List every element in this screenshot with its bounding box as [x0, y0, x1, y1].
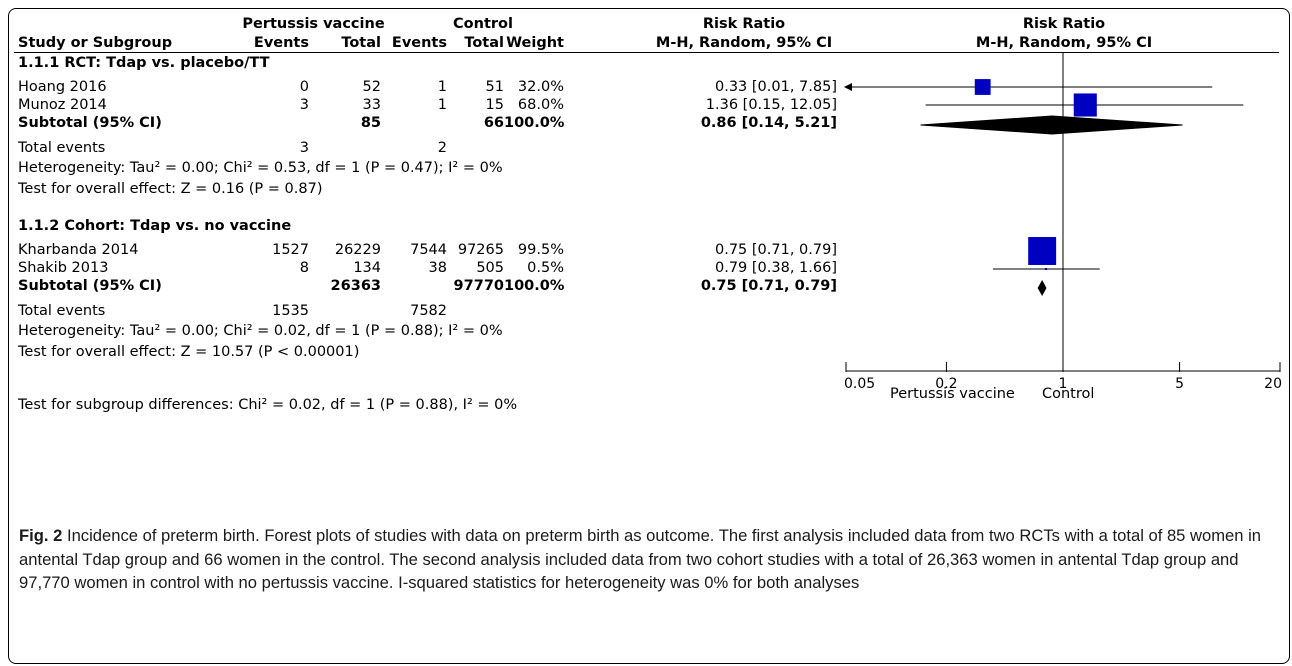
- weight: 68.0%: [517, 97, 564, 113]
- subtotal-label: Subtotal (95% CI): [18, 278, 162, 294]
- events1: 3: [299, 97, 309, 113]
- total2: 51: [485, 79, 504, 95]
- subtotal-weight: 100.0%: [504, 278, 565, 294]
- total1: 134: [353, 260, 381, 276]
- heterogeneity-text: Heterogeneity: Tau² = 0.00; Chi² = 0.53,…: [18, 160, 503, 176]
- col-total2: Total: [464, 35, 504, 51]
- subtotal-ci: 0.75 [0.71, 0.79]: [700, 278, 837, 294]
- total1: 33: [362, 97, 381, 113]
- heterogeneity-text: Heterogeneity: Tau² = 0.00; Chi² = 0.02,…: [18, 323, 503, 339]
- forest-plot-table: Pertussis vaccine Control Risk Ratio Ris…: [9, 9, 1289, 419]
- col-events1: Events: [253, 35, 309, 51]
- subtotal-total1: 26363: [330, 278, 381, 294]
- axis-label-left: Pertussis vaccine: [890, 386, 1015, 402]
- study-marker: [1028, 237, 1057, 265]
- total-events1: 3: [299, 140, 309, 156]
- col-events2: Events: [391, 35, 447, 51]
- events1: 0: [299, 79, 309, 95]
- subtotal-total2: 66: [483, 115, 504, 131]
- study-marker: [1044, 268, 1047, 270]
- total-events2: 2: [437, 140, 447, 156]
- header-rule: [14, 52, 1279, 53]
- study-name: Kharbanda 2014: [18, 242, 139, 258]
- x-axis-tick-label: 5: [1175, 376, 1184, 392]
- rr-ci: 1.36 [0.15, 12.05]: [705, 97, 837, 113]
- study-marker: [974, 79, 991, 95]
- col-method-plot: M-H, Random, 95% CI: [975, 35, 1153, 51]
- subgroup-title: 1.1.2 Cohort: Tdap vs. no vaccine: [18, 218, 292, 234]
- events2: 7544: [410, 242, 447, 258]
- weight: 99.5%: [517, 242, 564, 258]
- total-events-label: Total events: [18, 303, 106, 319]
- events2: 1: [437, 79, 447, 95]
- subtotal-label: Subtotal (95% CI): [18, 115, 162, 131]
- subtotal-total1: 85: [360, 115, 381, 131]
- axis-label-right: Control: [1042, 386, 1095, 402]
- rr-ci: 0.79 [0.38, 1.66]: [715, 260, 837, 276]
- study-name: Shakib 2013: [18, 260, 109, 276]
- x-axis-tick-label: 1: [1059, 376, 1068, 392]
- study-name: Hoang 2016: [18, 79, 107, 95]
- rr-header-plot: Risk Ratio: [1022, 16, 1106, 32]
- subtotal-weight: 100.0%: [504, 115, 565, 131]
- events2: 1: [437, 97, 447, 113]
- group1-header: Pertussis vaccine: [242, 16, 385, 32]
- col-method: M-H, Random, 95% CI: [655, 35, 833, 51]
- total-events2: 7582: [410, 303, 447, 319]
- study-name: Munoz 2014: [18, 97, 107, 113]
- subtotal-ci: 0.86 [0.14, 5.21]: [700, 115, 837, 131]
- total1: 52: [362, 79, 381, 95]
- events1: 8: [299, 260, 309, 276]
- overall-effect-text: Test for overall effect: Z = 0.16 (P = 0…: [18, 181, 323, 197]
- col-study: Study or Subgroup: [18, 35, 173, 51]
- figure-caption: Fig. 2 Incidence of preterm birth. Fores…: [19, 524, 1277, 595]
- weight: 32.0%: [517, 79, 564, 95]
- total1: 26229: [334, 242, 381, 258]
- total2: 97265: [457, 242, 504, 258]
- col-total1: Total: [341, 35, 381, 51]
- rr-ci: 0.75 [0.71, 0.79]: [715, 242, 837, 258]
- subgroup-title: 1.1.1 RCT: Tdap vs. placebo/TT: [18, 55, 270, 71]
- overall-effect-text: Test for overall effect: Z = 10.57 (P < …: [18, 344, 360, 360]
- subtotal-diamond: [1037, 279, 1047, 297]
- subtotal-total2: 97770: [453, 278, 504, 294]
- x-axis-tick-label: 20: [1264, 376, 1282, 392]
- events1: 1527: [272, 242, 309, 258]
- group2-header: Control: [453, 16, 513, 32]
- total-events-label: Total events: [18, 140, 106, 156]
- caption-text: Incidence of preterm birth. Forest plots…: [19, 526, 1262, 593]
- total-events1: 1535: [272, 303, 309, 319]
- subtotal-diamond: [920, 115, 1183, 135]
- forest-plot-svg: 0.05 0.2 1 5 20: [844, 52, 1282, 392]
- rr-ci: 0.33 [0.01, 7.85]: [715, 79, 837, 95]
- events2: 38: [428, 260, 447, 276]
- ci-arrow: [844, 83, 852, 91]
- col-weight: Weight: [506, 35, 564, 51]
- x-axis-tick-label: 0.05: [844, 376, 875, 392]
- subgroup-differences-text: Test for subgroup differences: Chi² = 0.…: [18, 397, 518, 413]
- x-axis-tick-label: 0.2: [935, 376, 957, 392]
- total2: 505: [476, 260, 504, 276]
- rr-header-table: Risk Ratio: [702, 16, 786, 32]
- weight: 0.5%: [527, 260, 564, 276]
- caption-label: Fig. 2: [19, 526, 63, 545]
- figure-frame: [8, 8, 1290, 664]
- total2: 15: [485, 97, 504, 113]
- study-marker: [1073, 93, 1097, 117]
